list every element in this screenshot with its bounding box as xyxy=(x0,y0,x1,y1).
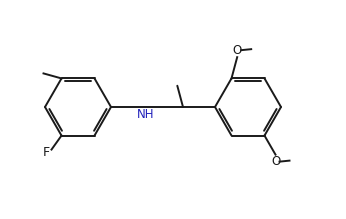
Text: O: O xyxy=(233,44,242,57)
Text: F: F xyxy=(43,146,50,159)
Text: NH: NH xyxy=(137,108,154,122)
Text: O: O xyxy=(271,155,280,168)
